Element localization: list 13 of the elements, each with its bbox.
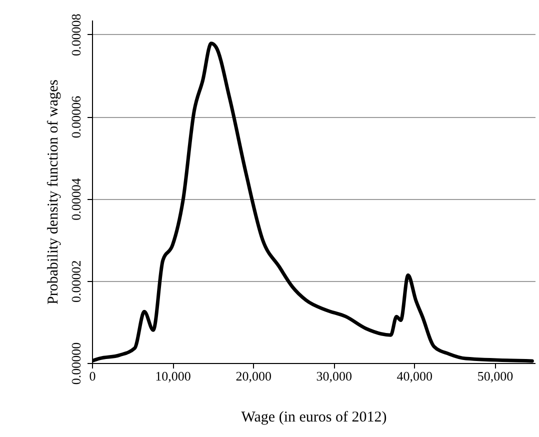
x-tick-label: 30,000 <box>316 368 352 384</box>
x-tick-label: 0 <box>89 368 96 384</box>
x-tick-label: 10,000 <box>155 368 191 384</box>
y-axis-title: Probability density function of wages <box>46 79 62 304</box>
x-tick-label: 40,000 <box>396 368 433 384</box>
y-tick-label: 0.00004 <box>68 178 84 220</box>
y-tick-label: 0.00002 <box>68 260 84 302</box>
x-tick-label: 50,000 <box>477 368 514 384</box>
x-axis-title: Wage (in euros of 2012) <box>241 410 387 426</box>
y-tick-label: 0.00008 <box>68 14 84 56</box>
x-tick-label: 20,000 <box>236 368 272 384</box>
y-tick-label: 0.00000 <box>68 342 84 385</box>
y-tick-label: 0.00006 <box>68 95 84 138</box>
